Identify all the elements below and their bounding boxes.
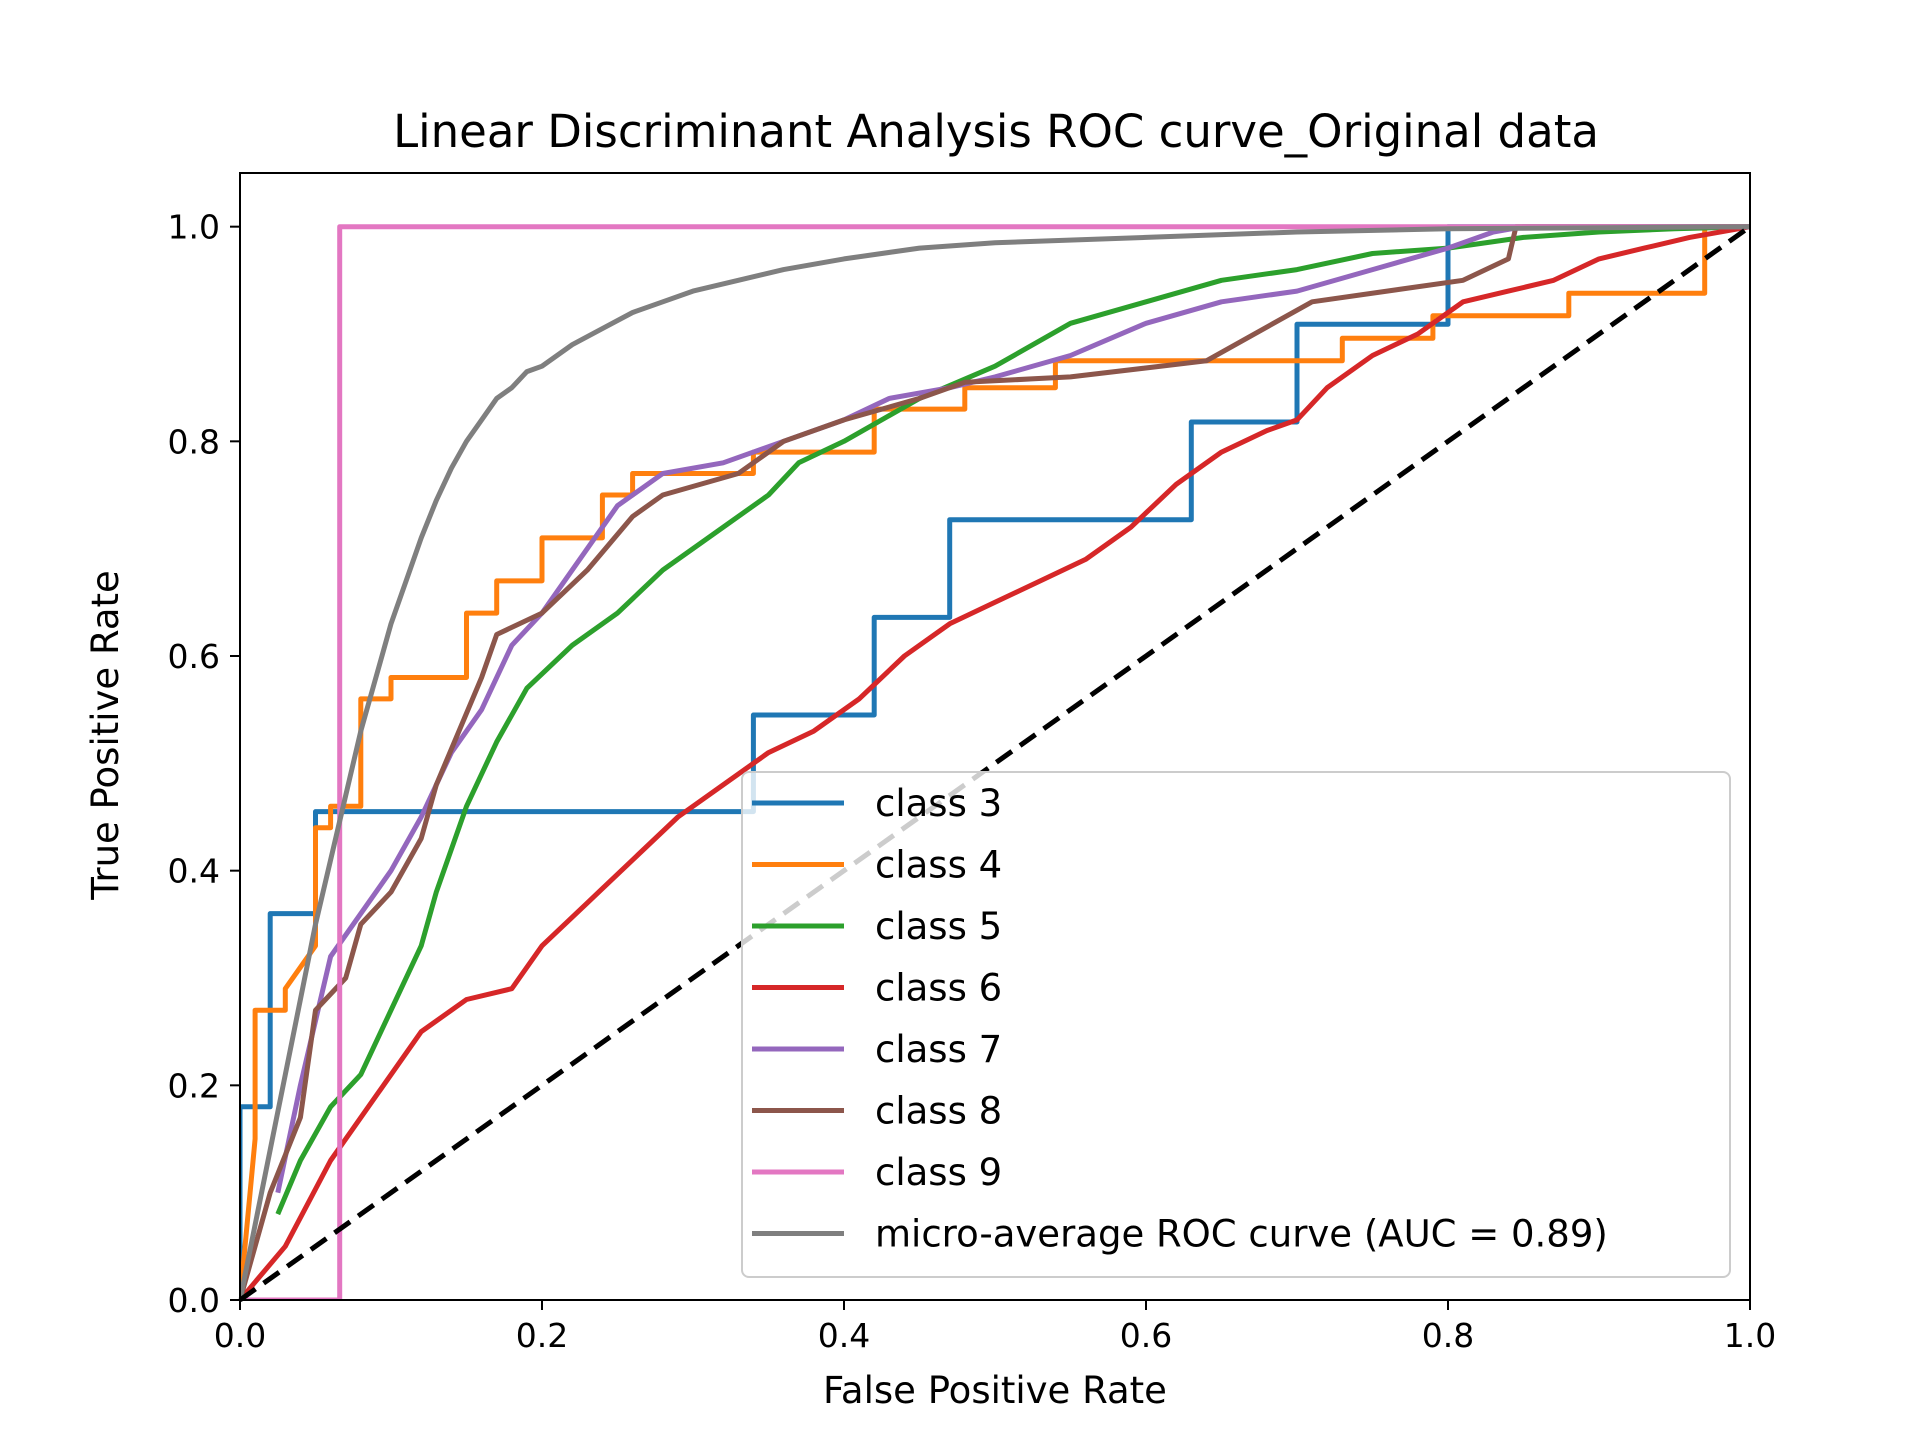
y-axis-label: True Positive Rate <box>84 570 127 901</box>
axes-frame <box>239 172 1751 1301</box>
series-line-class-8 <box>240 224 1750 1300</box>
x-tick-label: 0.0 <box>214 1316 266 1355</box>
series-line-micro-average-roc-curve-auc-0-89 <box>240 224 1750 1300</box>
chance-line <box>238 224 1752 1303</box>
y-tick-label: 0.2 <box>168 1066 220 1105</box>
y-tick-label: 0.4 <box>168 852 220 891</box>
y-tick-label: 1.0 <box>168 208 220 247</box>
legend-label: class 5 <box>875 905 1002 948</box>
legend: class 3 class 4 class 5 class 6 class 7 class… <box>741 771 1731 1278</box>
legend-label: class 3 <box>875 782 1002 825</box>
x-tick-label: 0.4 <box>818 1316 870 1355</box>
y-tick-label: 0.0 <box>168 1281 220 1320</box>
legend-entry-class-9: class 9 <box>752 1151 1002 1194</box>
legend-entry-micro-average-roc-curve-auc-0-89: micro-average ROC curve (AUC = 0.89) <box>752 1213 1608 1256</box>
legend-label: class 8 <box>875 1090 1002 1133</box>
x-tick-label: 0.6 <box>1120 1316 1172 1355</box>
legend-entry-class-8: class 8 <box>752 1090 1002 1133</box>
x-axis-label: False Positive Rate <box>823 1369 1167 1412</box>
y-tick-label: 0.8 <box>168 422 220 461</box>
legend-label: class 6 <box>875 967 1002 1010</box>
series-layer <box>240 224 1750 1300</box>
legend-label: class 7 <box>875 1028 1002 1071</box>
series-line-class-7 <box>275 224 1750 1194</box>
legend-entry-class-6: class 6 <box>752 967 1002 1010</box>
x-tick-label: 0.2 <box>516 1316 568 1355</box>
y-tick-label: 0.6 <box>168 637 220 676</box>
x-tick-label: 0.8 <box>1422 1316 1474 1355</box>
legend-entry-class-3: class 3 <box>752 782 1002 825</box>
series-line-class-4 <box>240 224 1750 1300</box>
chart-title: Linear Discriminant Analysis ROC curve_O… <box>393 105 1599 158</box>
legend-box <box>741 771 1731 1278</box>
legend-label: class 9 <box>875 1151 1002 1194</box>
series-line-class-9 <box>240 224 1750 1300</box>
legend-label: micro-average ROC curve (AUC = 0.89) <box>875 1213 1608 1256</box>
y-axis-ticks: 0.0 0.2 0.4 0.6 0.8 1.0 <box>168 208 240 1320</box>
plot-area <box>238 224 1752 1303</box>
series-line-class-6 <box>240 224 1750 1300</box>
x-tick-label: 1.0 <box>1724 1316 1776 1355</box>
legend-label: class 4 <box>875 844 1002 887</box>
legend-entry-class-5: class 5 <box>752 905 1002 948</box>
series-line-class-3 <box>240 224 1750 1300</box>
legend-entry-class-4: class 4 <box>752 844 1002 887</box>
series-line-class-5 <box>275 224 1750 1216</box>
legend-entry-class-7: class 7 <box>752 1028 1002 1071</box>
x-axis-ticks: 0.0 0.2 0.4 0.6 0.8 1.0 <box>214 1300 1776 1355</box>
